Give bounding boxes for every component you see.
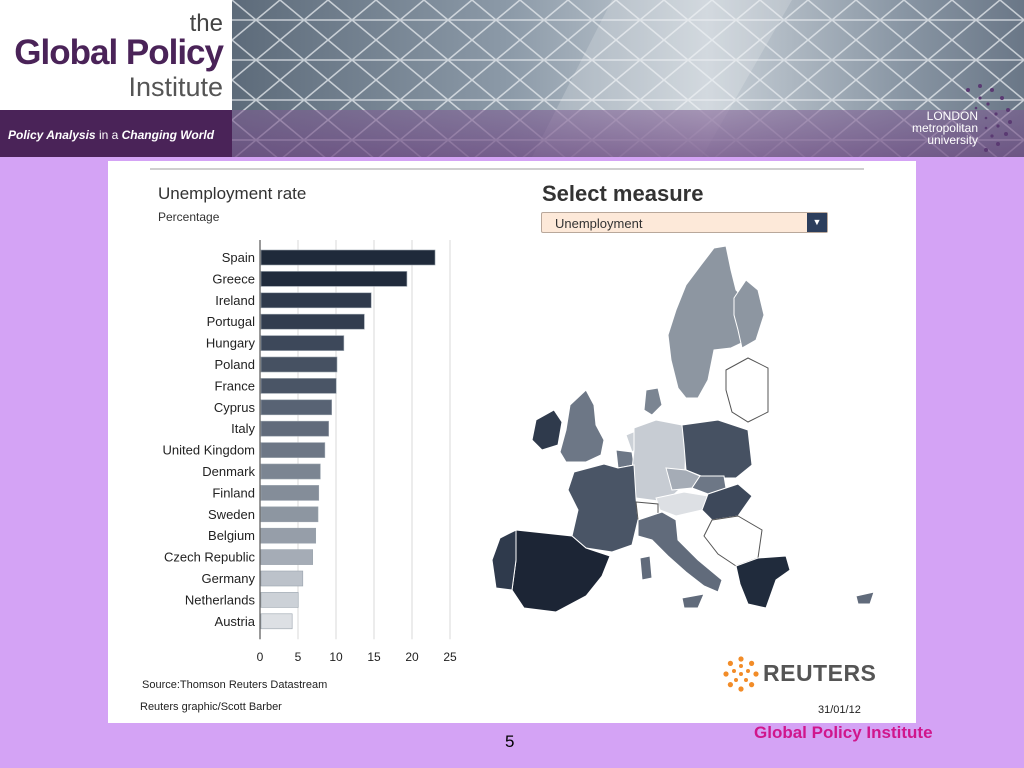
category-label: Denmark [202, 464, 255, 479]
unemployment-bar-chart: Spain Greece Ireland Portugal Hungary Poland F… [163, 240, 457, 664]
category-label: Sweden [208, 507, 255, 522]
map-italy[interactable] [637, 511, 723, 593]
bar[interactable] [260, 271, 408, 287]
europe-map [491, 245, 875, 613]
dropdown-value: Unemployment [555, 216, 643, 231]
bar[interactable] [260, 442, 326, 458]
category-label: Ireland [215, 293, 255, 308]
tagline-bar: Policy Analysis in a Changing World [0, 110, 232, 157]
tick-label: 25 [443, 650, 457, 664]
reuters-logo-icon [723, 656, 759, 692]
graphic-credit: Reuters graphic/Scott Barber [140, 701, 282, 713]
bar[interactable] [260, 399, 332, 416]
logo-the: the [189, 10, 223, 37]
tick-label: 0 [257, 650, 264, 664]
chevron-down-icon[interactable]: ▼ [807, 213, 827, 232]
map-finland[interactable] [733, 279, 765, 349]
map-portugal[interactable] [491, 529, 517, 591]
logo-institute: Institute [128, 72, 223, 102]
map-uk[interactable] [559, 389, 605, 463]
tick-label: 15 [367, 650, 381, 664]
footer-institute: Global Policy Institute [754, 723, 933, 742]
category-label: Germany [202, 571, 256, 586]
category-label: Italy [231, 421, 255, 436]
bar[interactable] [260, 378, 337, 394]
chart-title: Unemployment rate [158, 184, 307, 203]
category-label: Finland [212, 485, 255, 500]
university-logo-icon [966, 84, 1012, 152]
source-note: Source:Thomson Reuters Datastream [142, 679, 328, 691]
category-label: Portugal [207, 314, 256, 329]
map-balkans[interactable] [703, 515, 763, 567]
divider [150, 168, 864, 170]
category-label: Greece [212, 271, 255, 286]
category-label: Hungary [206, 336, 256, 351]
publish-date: 31/01/12 [818, 704, 861, 716]
building-photo [232, 0, 1024, 157]
category-label: Czech Republic [164, 550, 256, 565]
institute-logo: the Global Policy Institute [0, 0, 232, 110]
infographic-card [108, 161, 916, 723]
university-name: LONDON metropolitan university [911, 109, 978, 147]
header-banner: the Global Policy Institute Policy Analy… [0, 0, 1024, 157]
bar[interactable] [260, 356, 338, 373]
map-denmark[interactable] [643, 387, 663, 416]
tick-label: 5 [295, 650, 302, 664]
measure-dropdown[interactable]: Unemployment ▼ [541, 212, 828, 233]
bar[interactable] [260, 527, 317, 544]
bar[interactable] [260, 292, 372, 309]
tick-label: 20 [405, 650, 419, 664]
bar[interactable] [260, 549, 313, 565]
map-france[interactable] [567, 463, 639, 553]
bar[interactable] [260, 335, 345, 351]
category-label: Belgium [208, 528, 255, 543]
category-label: Spain [222, 250, 255, 265]
bar[interactable] [260, 463, 321, 480]
logo-name: Global Policy [14, 33, 224, 72]
category-label: Poland [215, 357, 255, 372]
map-sardinia[interactable] [639, 555, 653, 581]
bar[interactable] [260, 506, 319, 523]
bar[interactable] [260, 249, 436, 266]
category-label: United Kingdom [163, 443, 256, 458]
chart-subtitle: Percentage [158, 210, 220, 224]
map-greece[interactable] [735, 555, 791, 609]
bar[interactable] [260, 420, 329, 437]
bar[interactable] [260, 313, 365, 330]
category-label: Austria [215, 614, 256, 629]
reuters-wordmark: REUTERS [763, 660, 877, 686]
category-label: Cyprus [214, 400, 256, 415]
map-baltic-east[interactable] [725, 357, 769, 423]
bar[interactable] [260, 485, 320, 501]
map-sicily[interactable] [681, 593, 705, 609]
tick-label: 10 [329, 650, 343, 664]
category-label: Netherlands [185, 592, 256, 607]
map-ireland[interactable] [531, 409, 563, 451]
select-measure-title: Select measure [542, 181, 704, 206]
map-cyprus[interactable] [855, 591, 875, 605]
category-label: France [215, 378, 255, 393]
tagline-text: Policy Analysis in a Changing World [8, 128, 215, 142]
map-poland[interactable] [681, 419, 753, 479]
bar[interactable] [260, 570, 304, 587]
bar[interactable] [260, 592, 299, 608]
page-number: 5 [505, 732, 515, 751]
bar[interactable] [260, 613, 293, 630]
